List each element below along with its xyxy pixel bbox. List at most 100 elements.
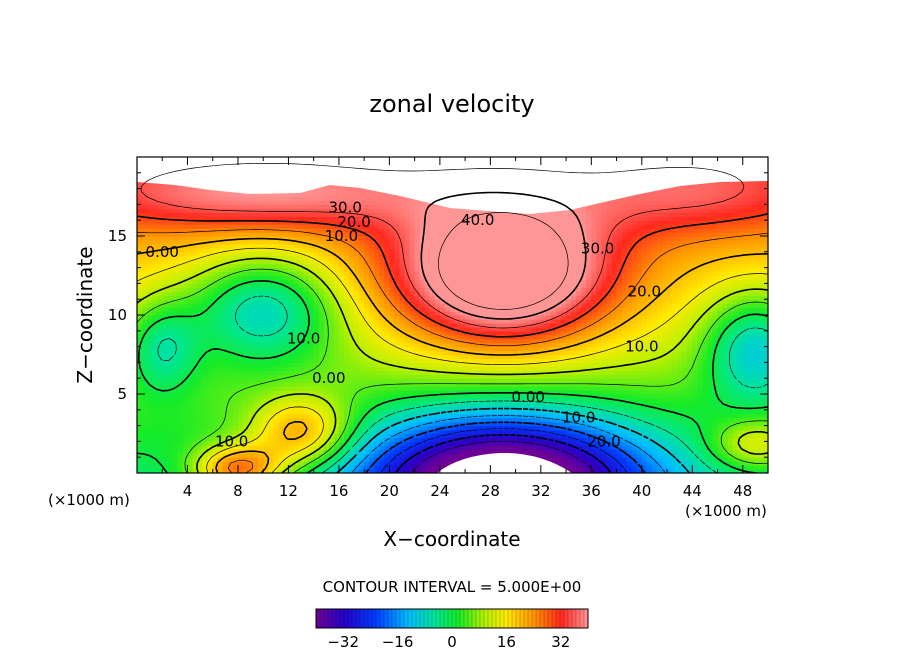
heatmap-cell bbox=[177, 390, 184, 395]
heatmap-cell bbox=[227, 401, 234, 407]
heatmap-cell bbox=[197, 386, 204, 391]
heatmap-cell bbox=[409, 362, 416, 367]
heatmap-cell bbox=[414, 212, 421, 217]
heatmap-cell bbox=[172, 196, 178, 202]
heatmap-cell bbox=[243, 445, 249, 450]
heatmap-cell bbox=[328, 366, 335, 371]
heatmap-cell bbox=[328, 453, 335, 458]
heatmap-cell bbox=[313, 350, 320, 356]
heatmap-cell bbox=[232, 228, 239, 233]
heatmap-cell bbox=[414, 208, 421, 213]
heatmap-cell bbox=[439, 334, 446, 340]
heatmap-cell bbox=[359, 279, 365, 284]
heatmap-cell bbox=[192, 338, 199, 344]
heatmap-cell bbox=[192, 279, 199, 284]
heatmap-cell bbox=[303, 311, 310, 316]
heatmap-cell bbox=[278, 338, 284, 344]
heatmap-cell bbox=[288, 315, 295, 320]
heatmap-cell bbox=[278, 196, 284, 202]
heatmap-cell bbox=[333, 425, 340, 431]
heatmap-cell bbox=[444, 271, 451, 277]
heatmap-cell bbox=[142, 212, 148, 217]
heatmap-cell bbox=[268, 358, 274, 363]
heatmap-cell bbox=[227, 386, 234, 391]
heatmap-cell bbox=[162, 263, 168, 269]
heatmap-cell bbox=[162, 457, 168, 462]
heatmap-cell bbox=[328, 311, 335, 316]
heatmap-cell bbox=[152, 200, 158, 205]
heatmap-cell bbox=[197, 283, 204, 288]
heatmap-cell bbox=[187, 263, 194, 269]
heatmap-cell bbox=[162, 243, 168, 249]
heatmap-cell bbox=[278, 397, 284, 403]
heatmap-cell bbox=[389, 307, 396, 312]
heatmap-cell bbox=[142, 287, 148, 292]
heatmap-cell bbox=[283, 311, 290, 316]
heatmap-cell bbox=[288, 405, 295, 411]
heatmap-cell bbox=[177, 334, 184, 340]
heatmap-cell bbox=[288, 196, 295, 202]
heatmap-cell bbox=[283, 200, 290, 205]
heatmap-cell bbox=[369, 212, 375, 217]
heatmap-cell bbox=[369, 220, 375, 225]
heatmap-cell bbox=[253, 413, 259, 419]
heatmap-cell bbox=[364, 247, 370, 253]
heatmap-cell bbox=[212, 283, 219, 288]
heatmap-cell bbox=[162, 461, 168, 466]
heatmap-cell bbox=[278, 409, 284, 415]
heatmap-cell bbox=[414, 413, 421, 419]
heatmap-cell bbox=[449, 409, 456, 415]
heatmap-cell bbox=[308, 350, 315, 356]
heatmap-cell bbox=[283, 421, 290, 427]
heatmap-cell bbox=[338, 453, 345, 458]
heatmap-cell bbox=[202, 267, 209, 273]
heatmap-cell bbox=[303, 224, 310, 229]
heatmap-cell bbox=[424, 417, 431, 423]
heatmap-cell bbox=[263, 275, 269, 281]
heatmap-cell bbox=[439, 338, 446, 344]
heatmap-cell bbox=[278, 334, 284, 340]
heatmap-cell bbox=[293, 457, 300, 462]
heatmap-cell bbox=[268, 461, 274, 466]
heatmap-cell bbox=[364, 200, 370, 205]
heatmap-cell bbox=[293, 263, 300, 269]
heatmap-cell bbox=[369, 259, 375, 265]
heatmap-cell bbox=[354, 374, 360, 379]
heatmap-cell bbox=[369, 394, 375, 399]
heatmap-cell bbox=[379, 409, 385, 415]
heatmap-cell bbox=[389, 216, 396, 221]
heatmap-cell bbox=[349, 362, 355, 367]
heatmap-cell bbox=[409, 232, 416, 237]
heatmap-cell bbox=[379, 224, 385, 229]
heatmap-cell bbox=[182, 196, 189, 202]
heatmap-cell bbox=[222, 433, 229, 439]
heatmap-cell bbox=[333, 303, 340, 308]
heatmap-cell bbox=[394, 236, 401, 241]
heatmap-cell bbox=[222, 346, 229, 352]
heatmap-cell bbox=[424, 295, 431, 300]
heatmap-cell bbox=[222, 287, 229, 292]
heatmap-cell bbox=[167, 461, 173, 466]
heatmap-cell bbox=[434, 228, 441, 233]
heatmap-cell bbox=[192, 362, 199, 367]
heatmap-cell bbox=[328, 441, 335, 446]
heatmap-cell bbox=[232, 232, 239, 237]
heatmap-cell bbox=[222, 224, 229, 229]
heatmap-cell bbox=[399, 271, 406, 277]
heatmap-cell bbox=[142, 425, 148, 431]
heatmap-cell bbox=[207, 382, 214, 387]
heatmap-cell bbox=[288, 330, 295, 336]
heatmap-cell bbox=[182, 287, 189, 292]
heatmap-cell bbox=[323, 461, 330, 466]
heatmap-cell bbox=[137, 417, 143, 423]
heatmap-cell bbox=[137, 267, 143, 273]
heatmap-cell bbox=[258, 307, 264, 312]
heatmap-cell bbox=[444, 401, 451, 407]
heatmap-cell bbox=[349, 441, 355, 446]
heatmap-cell bbox=[278, 425, 284, 431]
heatmap-cell bbox=[414, 224, 421, 229]
heatmap-cell bbox=[318, 267, 325, 273]
heatmap-cell bbox=[343, 204, 350, 209]
heatmap-cell bbox=[354, 267, 360, 273]
heatmap-cell bbox=[258, 283, 264, 288]
